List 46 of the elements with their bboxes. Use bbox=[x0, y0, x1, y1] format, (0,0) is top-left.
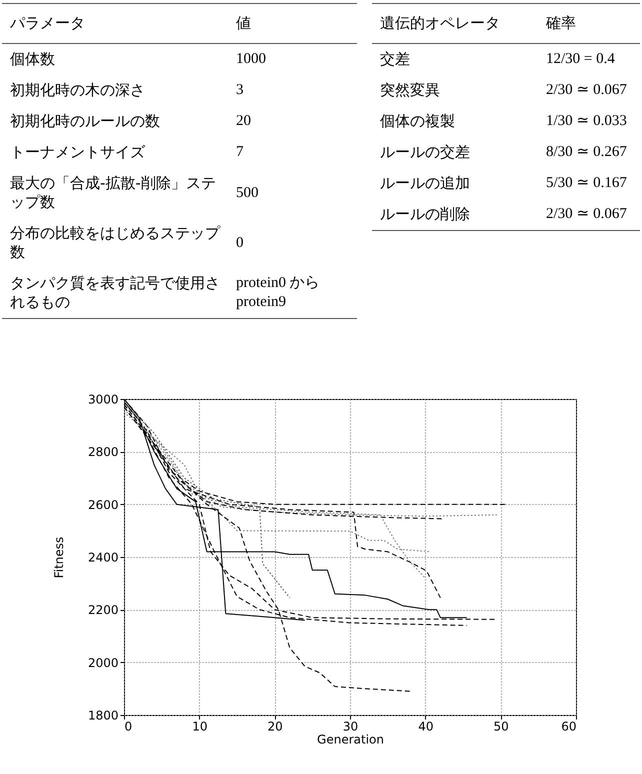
text: 2/30 ≃ 0.067 bbox=[545, 205, 628, 224]
y-tick-label: 1800 bbox=[88, 708, 118, 722]
text: 8/30 ≃ 0.267 bbox=[545, 143, 628, 162]
text: パラメータ bbox=[2, 4, 228, 44]
text: 個体の複製 bbox=[379, 111, 456, 132]
text: ルールの交差 bbox=[379, 142, 471, 163]
text: ルールの追加 bbox=[379, 173, 471, 194]
x-tick-label: 50 bbox=[494, 720, 509, 734]
y-tick-label: 2400 bbox=[88, 550, 118, 564]
text: 20 bbox=[235, 112, 252, 131]
text: 1/30 ≃ 0.033 bbox=[545, 112, 628, 131]
text: 最大の「合成-拡散-削除」ステップ数 bbox=[9, 173, 217, 213]
text: 交差 bbox=[379, 49, 411, 70]
x-tick-label: 40 bbox=[418, 720, 434, 734]
text: 3 bbox=[235, 81, 244, 100]
text: ルールの削除 bbox=[379, 204, 471, 225]
text: 500 bbox=[235, 184, 260, 202]
text: 0 bbox=[235, 234, 244, 252]
text: トーナメントサイズ bbox=[9, 142, 146, 163]
y-tick-label: 2800 bbox=[88, 445, 118, 460]
y-tick-label: 2200 bbox=[88, 603, 118, 618]
x-tick-label: 60 bbox=[561, 720, 576, 734]
x-tick-label: 10 bbox=[192, 720, 208, 734]
text: 突然変異 bbox=[379, 80, 441, 101]
x-tick-label: 0 bbox=[124, 720, 132, 734]
text: 2/30 ≃ 0.067 bbox=[545, 81, 628, 100]
text: 初期化時のルールの数 bbox=[9, 111, 161, 132]
text: 1000 bbox=[235, 50, 267, 69]
y-axis-title: Fitness bbox=[52, 536, 66, 578]
y-tick-label: 3000 bbox=[88, 392, 118, 406]
text: 確率 bbox=[538, 4, 640, 44]
text: 初期化時の木の深さ bbox=[9, 80, 146, 101]
y-tick-label: 2600 bbox=[88, 498, 118, 512]
text: 7 bbox=[235, 143, 244, 162]
text: 値 bbox=[228, 4, 357, 44]
x-tick-label: 20 bbox=[268, 720, 283, 734]
text: 5/30 ≃ 0.167 bbox=[545, 174, 628, 193]
x-tick-label: 30 bbox=[342, 720, 358, 734]
x-axis-title: Generation bbox=[317, 732, 384, 746]
text: 分布の比較をはじめるステップ数 bbox=[9, 223, 222, 263]
text: 遺伝的オペレータ bbox=[372, 4, 538, 44]
text: 個体数 bbox=[9, 49, 56, 70]
text: protein0 から protein9 bbox=[235, 274, 321, 312]
text: 12/30 = 0.4 bbox=[545, 50, 616, 69]
text: タンパク質を表す記号で使用されるもの bbox=[9, 273, 221, 313]
y-tick-label: 2000 bbox=[88, 656, 118, 670]
